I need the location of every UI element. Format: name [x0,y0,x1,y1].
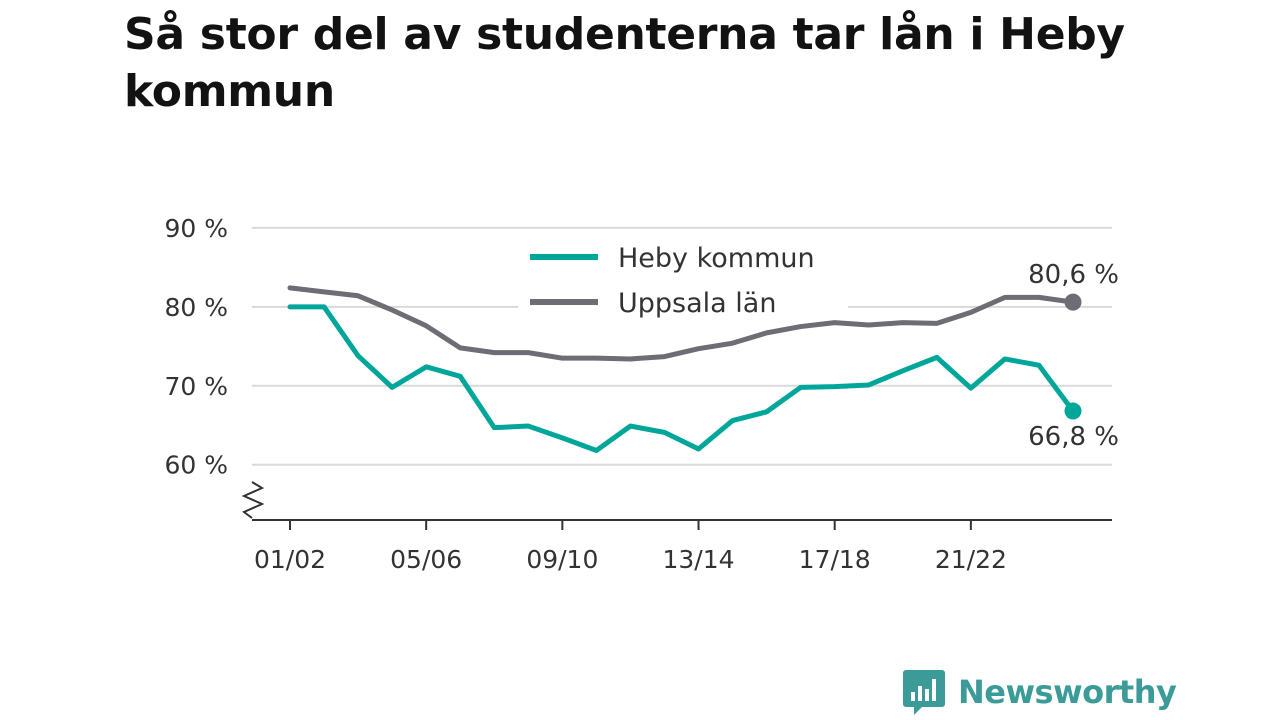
legend-label-1: Uppsala län [618,288,776,319]
series-line-1 [287,285,1076,362]
x-tick-label: 13/14 [662,545,734,574]
logo-wordmark: Newsworthy [958,673,1177,711]
series-end-point-0 [1064,402,1082,420]
axis-break-icon [241,481,265,519]
end-value-label-1: 80,6 % [1028,260,1119,290]
chart-title: Så stor del av studenterna tar lån i Heb… [124,9,1125,117]
y-tick-label: 80 % [164,293,228,322]
y-tick-label: 70 % [164,372,228,401]
end-value-label-0: 66,8 % [1028,422,1119,452]
x-tick-label: 17/18 [799,545,871,574]
chart-bars-icon [903,670,945,715]
y-tick-label: 60 % [164,451,228,480]
x-tick-label: 01/02 [254,545,326,574]
newsworthy-logo: Newsworthy [902,668,1177,716]
series-line-0 [287,304,1076,454]
y-tick-label: 90 % [164,214,228,243]
legend-label-0: Heby kommun [618,243,815,274]
x-tick-label: 21/22 [935,545,1007,574]
x-tick-label: 05/06 [390,545,462,574]
series-end-point-1 [1064,293,1082,311]
x-tick-label: 09/10 [526,545,598,574]
